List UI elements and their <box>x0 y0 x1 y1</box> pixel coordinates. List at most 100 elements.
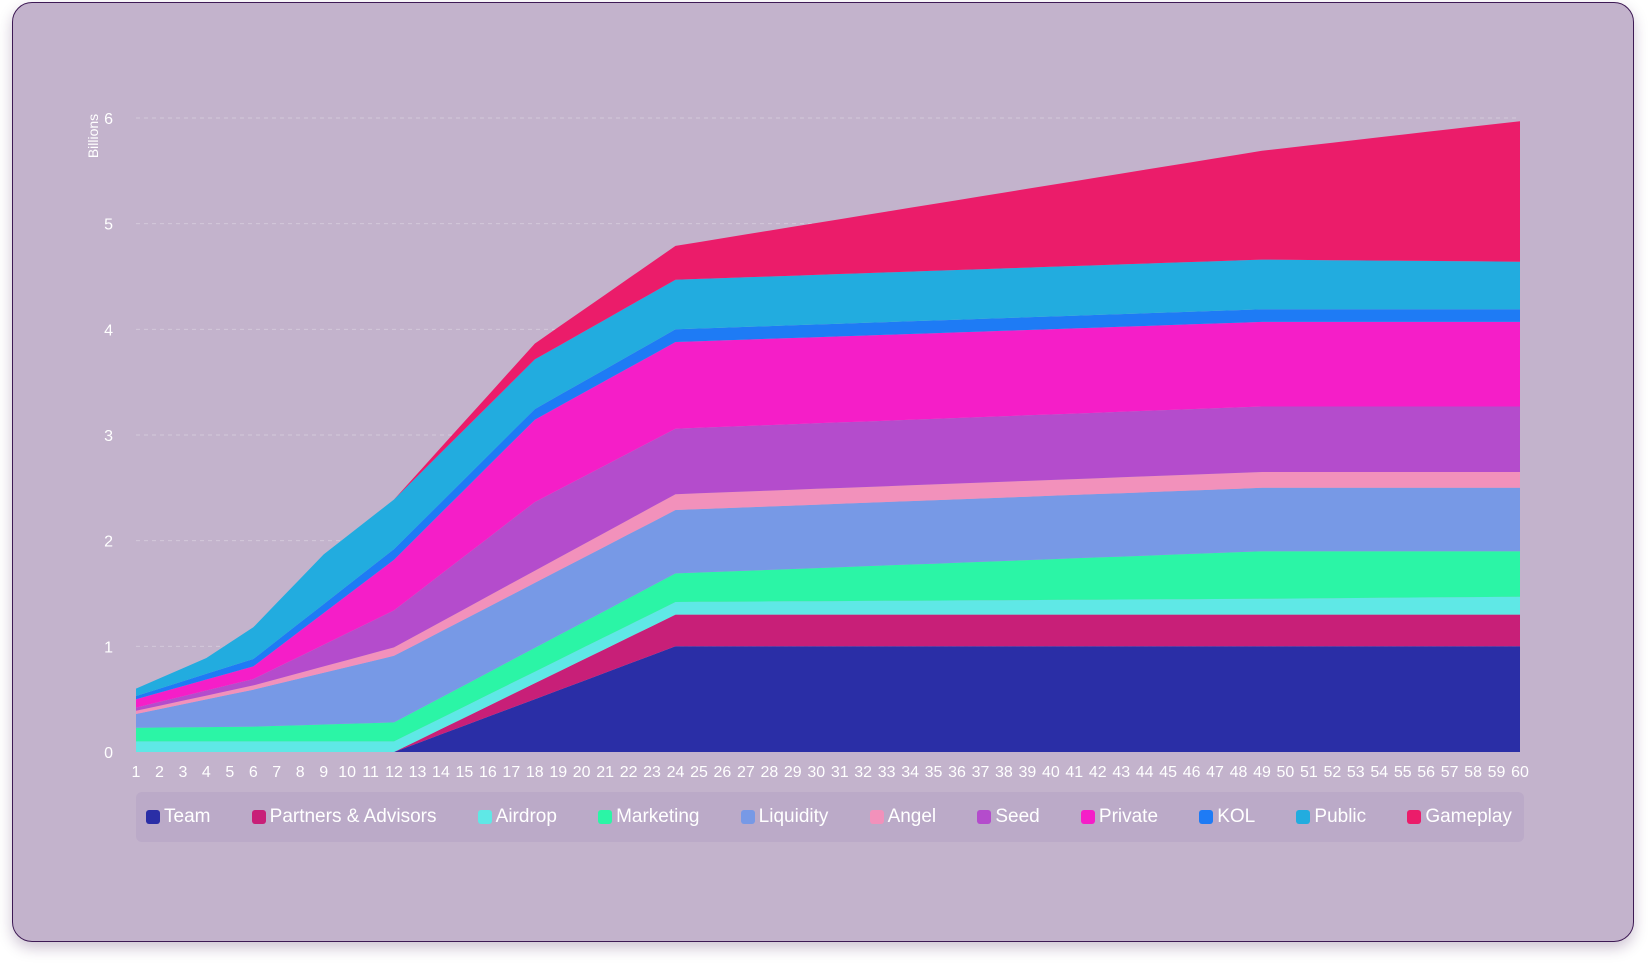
legend-item[interactable]: Gameplay <box>1407 806 1512 828</box>
x-tick-label: 44 <box>1136 764 1154 781</box>
x-tick-label: 12 <box>385 764 403 781</box>
legend-label: Private <box>1098 806 1159 827</box>
x-tick-label: 34 <box>901 764 919 781</box>
y-axis: 0 1 2 3 4 5 6 <box>104 111 113 762</box>
legend-item[interactable]: Partners & Advisors <box>251 806 437 828</box>
x-tick-label: 23 <box>643 764 661 781</box>
area-team <box>136 646 1520 752</box>
area-series <box>136 121 1520 752</box>
x-tick-label: 53 <box>1347 764 1365 781</box>
legend-swatch <box>740 810 755 824</box>
legend-item[interactable]: Liquidity <box>740 806 829 828</box>
legend-swatch <box>1199 810 1214 824</box>
legend-label: Partners & Advisors <box>269 806 437 827</box>
legend-item[interactable]: Marketing <box>598 806 700 828</box>
x-tick-label: 13 <box>409 764 427 781</box>
y-tick-label: 1 <box>104 639 113 656</box>
x-tick-label: 52 <box>1323 764 1341 781</box>
x-tick-label: 5 <box>225 764 234 781</box>
x-tick-label: 32 <box>854 764 872 781</box>
legend-item[interactable]: KOL <box>1199 806 1255 828</box>
x-tick-label: 18 <box>526 764 544 781</box>
x-tick-label: 59 <box>1488 764 1506 781</box>
y-tick-label: 5 <box>104 217 113 234</box>
x-tick-label: 56 <box>1417 764 1435 781</box>
x-tick-label: 3 <box>178 764 187 781</box>
legend-item[interactable]: Team <box>146 806 210 828</box>
x-tick-label: 46 <box>1183 764 1201 781</box>
x-tick-label: 27 <box>737 764 755 781</box>
area-marketing <box>136 551 1520 742</box>
x-tick-label: 6 <box>249 764 258 781</box>
legend-swatch <box>1296 810 1311 824</box>
legend-swatch <box>1080 810 1095 824</box>
x-tick-label: 26 <box>714 764 732 781</box>
x-tick-label: 11 <box>362 764 379 781</box>
legend-swatch <box>598 810 613 824</box>
x-tick-label: 20 <box>573 764 591 781</box>
x-tick-label: 4 <box>202 764 211 781</box>
x-tick-label: 30 <box>807 764 825 781</box>
x-tick-label: 17 <box>502 764 520 781</box>
x-tick-label: 58 <box>1464 764 1482 781</box>
x-tick-label: 28 <box>760 764 778 781</box>
x-tick-label: 50 <box>1277 764 1295 781</box>
legend-item[interactable]: Seed <box>977 806 1040 828</box>
x-tick-label: 57 <box>1441 764 1459 781</box>
x-tick-label: 2 <box>155 764 164 781</box>
x-tick-label: 41 <box>1065 764 1083 781</box>
legend-item[interactable]: Private <box>1080 806 1159 828</box>
x-tick-label: 8 <box>296 764 305 781</box>
x-tick-label: 55 <box>1394 764 1412 781</box>
legend-label: KOL <box>1217 806 1256 827</box>
area-liquidity <box>136 487 1520 728</box>
legend-label: Airdrop <box>495 806 557 827</box>
legend-label: Public <box>1314 806 1367 827</box>
x-tick-label: 24 <box>667 764 685 781</box>
legend-label: Liquidity <box>758 806 829 827</box>
x-tick-label: 25 <box>690 764 708 781</box>
x-tick-label: 35 <box>925 764 943 781</box>
x-tick-label: 45 <box>1159 764 1177 781</box>
x-tick-label: 9 <box>319 764 328 781</box>
x-tick-label: 38 <box>995 764 1013 781</box>
x-axis: 1 2 3 4 5 6 7 8 9 10 11 12 13 14 15 16 17 18 19 20 21 22 23 24 2… <box>132 764 1529 781</box>
x-tick-label: 49 <box>1253 764 1271 781</box>
x-tick-label: 21 <box>596 764 614 781</box>
x-tick-label: 14 <box>432 764 450 781</box>
x-tick-label: 40 <box>1042 764 1060 781</box>
x-tick-label: 29 <box>784 764 802 781</box>
x-tick-label: 10 <box>338 764 356 781</box>
y-tick-label: 2 <box>104 534 113 551</box>
legend-item[interactable]: Airdrop <box>477 806 557 828</box>
y-tick-label: 3 <box>104 428 113 445</box>
x-tick-label: 31 <box>831 764 849 781</box>
x-tick-label: 22 <box>620 764 638 781</box>
x-tick-label: 16 <box>479 764 497 781</box>
x-tick-label: 7 <box>272 764 281 781</box>
legend-swatch <box>1407 810 1422 824</box>
legend-item[interactable]: Public <box>1296 806 1366 828</box>
area-private <box>136 321 1520 708</box>
area-airdrop <box>136 596 1520 752</box>
y-tick-label: 4 <box>104 322 113 339</box>
legend-swatch <box>477 810 492 824</box>
legend-swatch <box>977 810 992 824</box>
legend-label: Seed <box>995 806 1040 827</box>
area-seed <box>136 406 1520 711</box>
y-tick-label: 6 <box>104 111 113 128</box>
legend-swatch <box>251 810 266 824</box>
legend-label: Marketing <box>616 806 700 827</box>
legend-label: Team <box>164 806 211 827</box>
legend-label: Angel <box>887 806 937 827</box>
x-tick-label: 51 <box>1300 764 1318 781</box>
x-tick-label: 1 <box>132 764 141 781</box>
x-tick-label: 54 <box>1370 764 1388 781</box>
x-tick-label: 33 <box>878 764 896 781</box>
legend-swatch <box>869 810 884 824</box>
legend-item[interactable]: Angel <box>869 806 937 828</box>
x-tick-label: 15 <box>456 764 474 781</box>
x-tick-label: 48 <box>1230 764 1248 781</box>
area-gameplay <box>136 121 1520 689</box>
